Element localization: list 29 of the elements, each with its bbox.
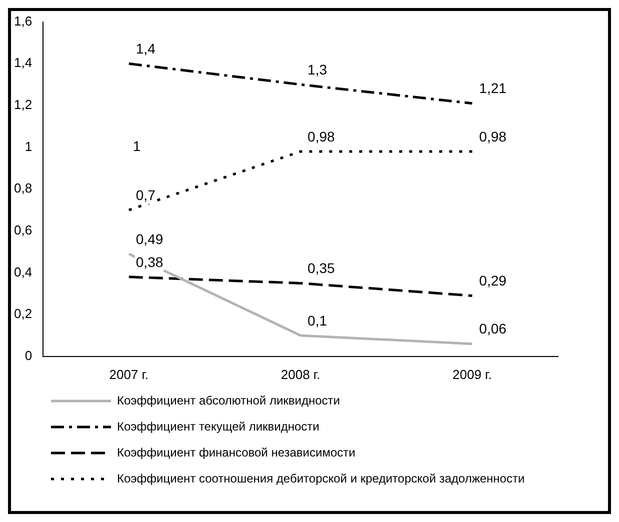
x-tick-label: 2009 г. — [452, 366, 492, 382]
legend-label: Коэффициент абсолютной ликвидности — [117, 393, 340, 408]
y-tick-label: 1,4 — [14, 55, 32, 70]
data-label: 1,3 — [308, 61, 328, 78]
data-label: 1,21 — [479, 80, 507, 96]
data-label: 0,98 — [479, 128, 507, 144]
data-label: 0,7 — [136, 186, 156, 203]
data-label: 0,06 — [479, 320, 507, 337]
y-tick-label: 0 — [24, 348, 32, 363]
data-label: 0,49 — [136, 230, 164, 247]
data-label: 1,4 — [136, 40, 156, 56]
y-tick-label: 0,4 — [14, 264, 32, 280]
legend-label: Коэффициент финансовой независимости — [117, 445, 356, 460]
data-label: 0,1 — [308, 312, 328, 328]
legend-label: Коэффициент текущей ликвидности — [117, 419, 320, 434]
y-tick-label: 1 — [24, 138, 32, 154]
x-tick-label: 2007 г. — [109, 366, 149, 382]
x-tick-label: 2008 г. — [280, 366, 320, 382]
annotation: 1 — [132, 138, 141, 154]
y-tick-label: 0,2 — [14, 306, 32, 322]
y-tick-label: 1,6 — [14, 13, 32, 28]
data-label: 0,98 — [308, 128, 335, 144]
y-tick-label: 1,2 — [14, 97, 32, 112]
legend-label: Коэффициент соотношения дебиторской и кредиторской задолженности — [117, 471, 525, 486]
data-label: 0,35 — [308, 260, 335, 276]
y-tick-label: 0,6 — [14, 222, 32, 238]
data-label: 0,38 — [136, 254, 164, 270]
data-label: 0,29 — [479, 272, 507, 289]
y-tick-label: 0,8 — [14, 180, 32, 196]
